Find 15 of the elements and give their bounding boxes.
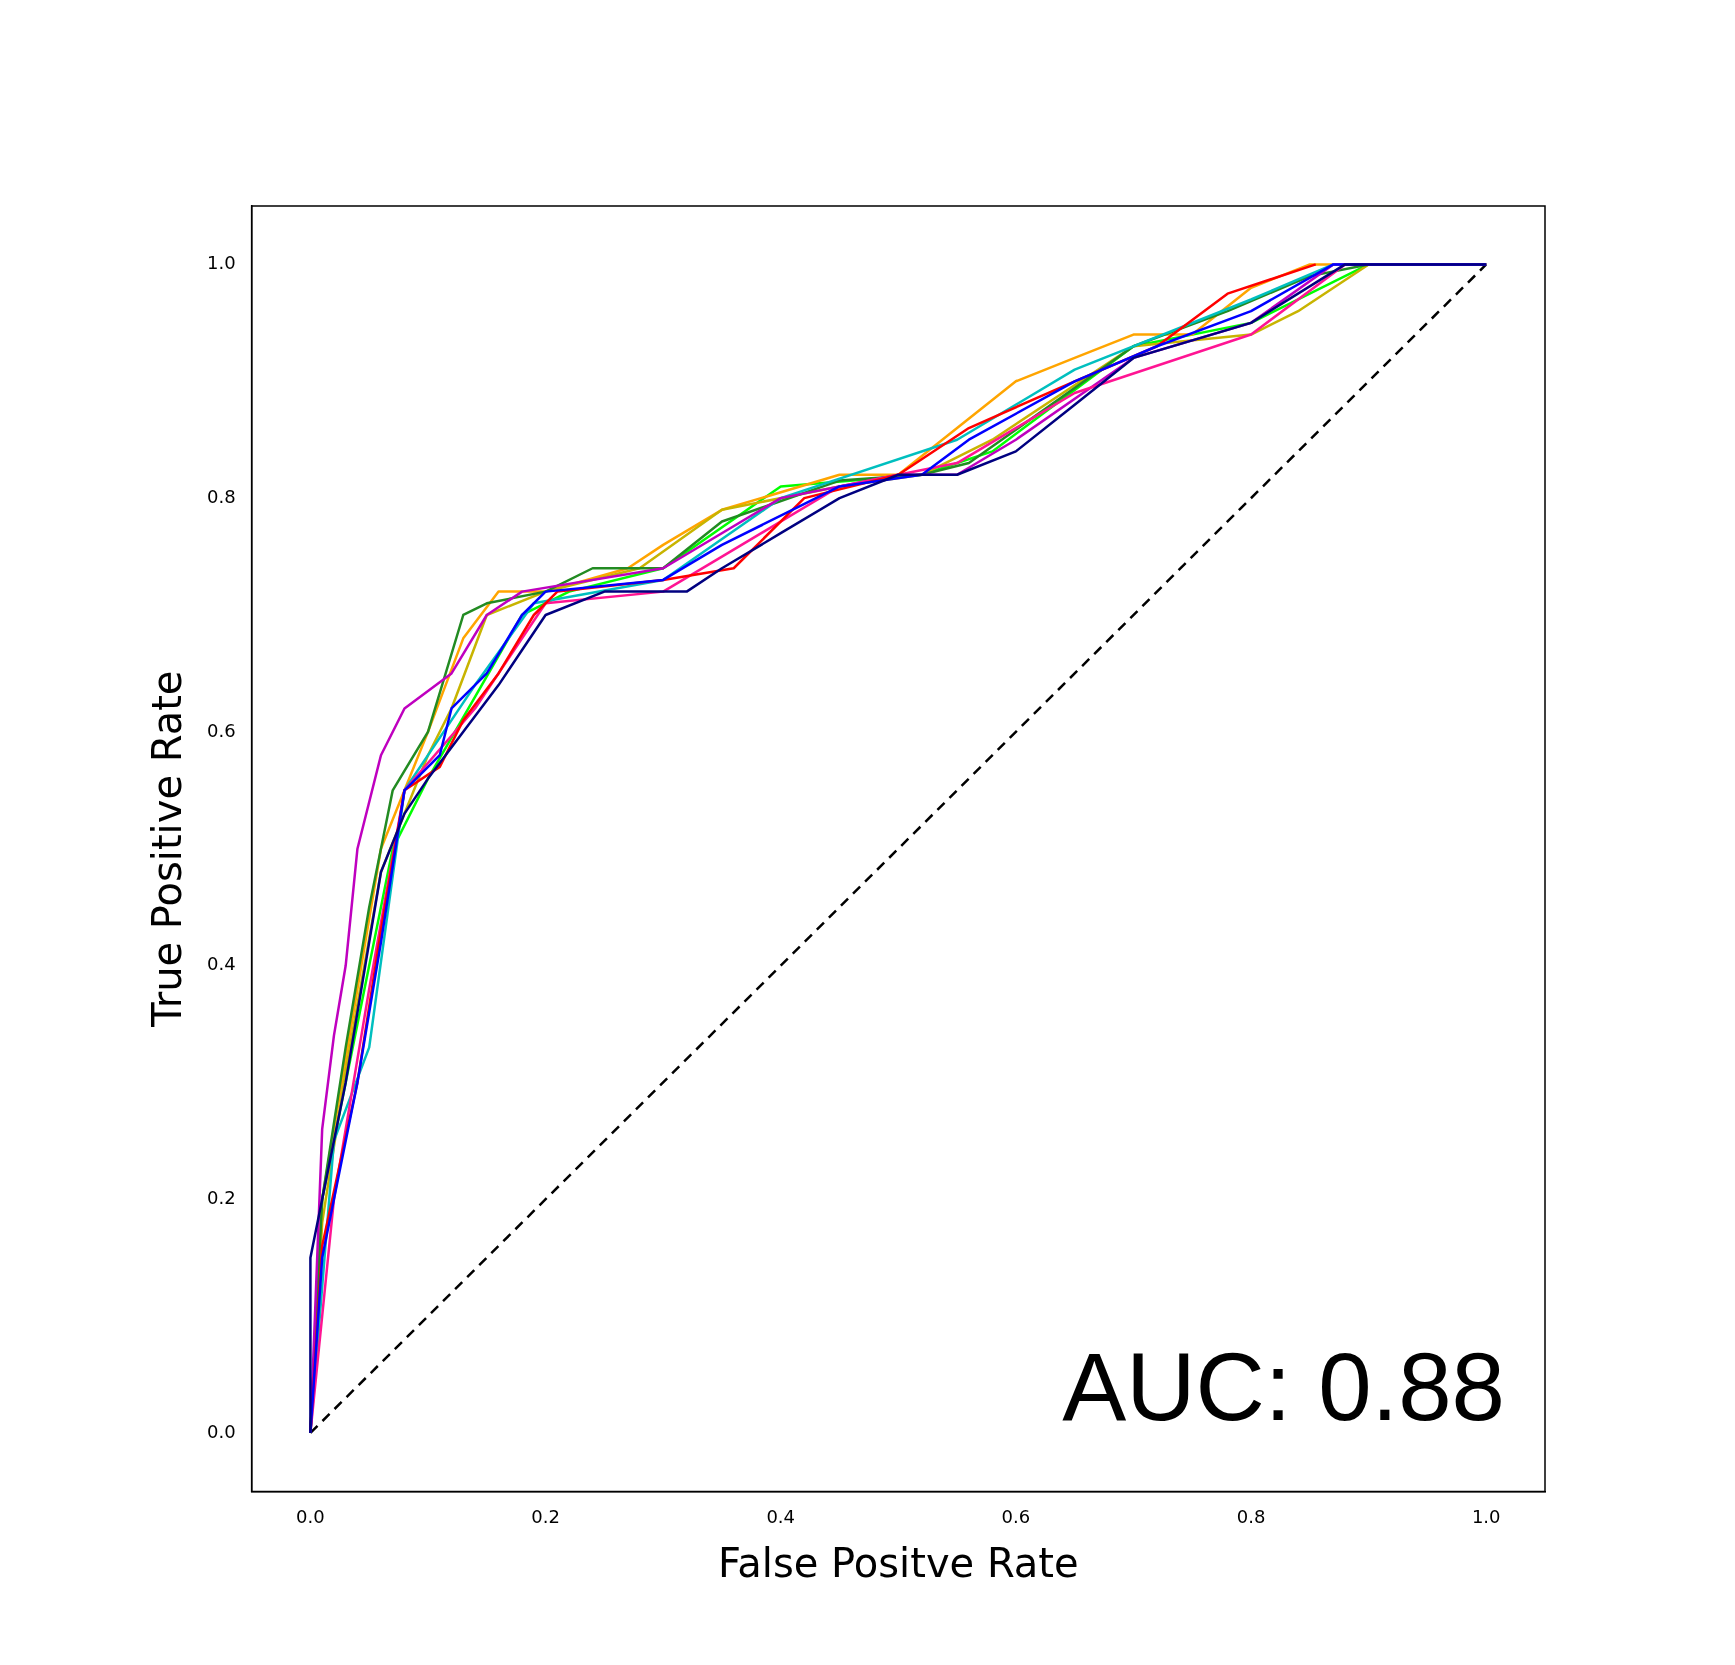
x-tick-label: 0.0 xyxy=(296,1505,325,1527)
x-tick-label: 0.4 xyxy=(766,1505,796,1527)
y-tick-label: 0.8 xyxy=(206,485,236,507)
y-tick-label: 0.6 xyxy=(206,719,236,741)
x-tick-label: 1.0 xyxy=(1471,1505,1501,1527)
y-tick-label: 0.0 xyxy=(206,1420,236,1442)
y-tick-label: 0.4 xyxy=(206,953,236,975)
x-axis-title: False Positve Rate xyxy=(717,1540,1079,1587)
x-tick-label: 0.8 xyxy=(1236,1505,1266,1527)
y-tick-label: 1.0 xyxy=(206,252,236,274)
x-tick-label: 0.2 xyxy=(531,1505,560,1527)
y-axis-title: True Positive Rate xyxy=(144,670,191,1028)
x-tick-label: 0.6 xyxy=(1001,1505,1031,1527)
annotation: AUC: 0.88 xyxy=(1062,1332,1505,1440)
y-tick-label: 0.2 xyxy=(206,1186,236,1208)
